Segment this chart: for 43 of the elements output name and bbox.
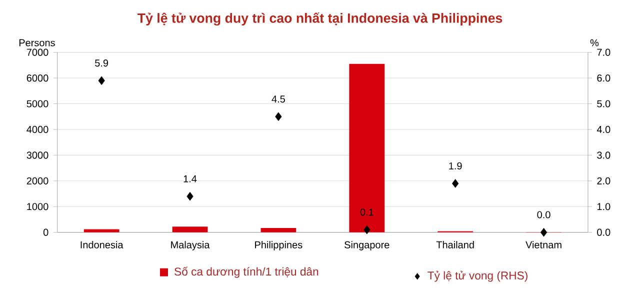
y-tick-label: 3000 [26,152,48,159]
y-tick-label: 7000 [26,48,48,56]
bar [260,228,296,232]
y2-tick-label: 4.0 [596,126,610,134]
bar [84,229,120,232]
point [275,112,282,121]
x-tick-label: Thailand [436,241,474,248]
y2-tick-label: 2.0 [597,177,610,184]
data-label: 5.9 [95,59,108,67]
y-tick-label: 4000 [26,126,48,134]
x-tick-label: Vietnam [526,241,562,248]
y2-tick-label: 3.0 [597,152,610,159]
data-label: 0.0 [537,211,550,218]
legend-label: Số ca dương tính/1 triệu dân [174,266,318,278]
y-tick-label: 2000 [26,177,48,184]
chart-title: Tỷ lệ tử vong duy trì cao nhất tại Indonesia và Philippines [138,12,502,26]
y-axis-title: Persons [19,39,55,46]
x-tick-label: Philippines [255,241,302,250]
y2-tick-label: 7.0 [597,48,610,56]
point [98,76,105,85]
bar [349,64,385,232]
data-label: 0.1 [360,208,374,216]
data-label: 1.4 [184,175,197,182]
bar [172,226,208,232]
y2-tick-label: 5.0 [597,100,610,108]
legend-label: Tỷ lệ tử vong (RHS) [428,270,528,282]
y2-tick-label: 6.0 [597,74,610,82]
x-tick-label: Indonesia [80,241,124,248]
point [452,179,459,188]
y2-tick-label: 1.0 [597,203,610,210]
data-label: 1.9 [449,162,462,170]
point [364,225,370,234]
y-tick-label: 5000 [26,100,48,108]
data-label: 4.5 [272,96,285,103]
y-tick-label: 1000 [27,203,48,210]
point [186,192,194,201]
y2-axis-title: % [590,39,599,46]
y-tick-label: 0 [43,228,48,236]
y2-tick-label: 0.0 [597,228,610,236]
x-tick-label: Malaysia [171,241,210,250]
point [540,228,548,237]
x-tick-label: Singapore [344,241,390,250]
y-tick-label: 6000 [26,74,48,82]
